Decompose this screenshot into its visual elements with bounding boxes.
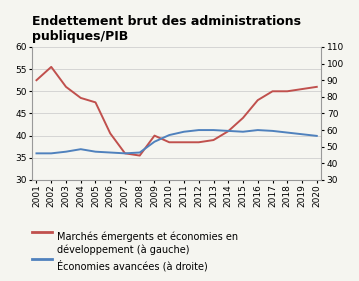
Text: Endettement brut des administrations
publiques/PIB: Endettement brut des administrations pub… bbox=[32, 15, 301, 43]
Text: Économies avancées (à droite): Économies avancées (à droite) bbox=[57, 260, 208, 271]
Text: Marchés émergents et économies en
développement (à gauche): Marchés émergents et économies en dévelo… bbox=[57, 232, 239, 255]
